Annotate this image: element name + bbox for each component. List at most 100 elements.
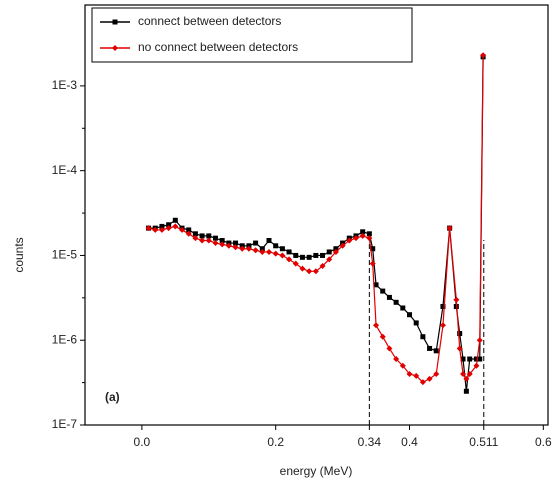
point — [457, 331, 463, 337]
point — [369, 260, 376, 267]
x-tick-label: 0.0 — [134, 435, 151, 449]
point — [427, 345, 433, 351]
point — [400, 305, 406, 311]
point — [379, 333, 386, 340]
point — [252, 247, 259, 254]
point — [206, 233, 212, 239]
point — [205, 237, 212, 244]
point — [273, 243, 279, 249]
x-tick-label: 0.6 — [535, 435, 552, 449]
point — [192, 235, 199, 242]
point — [185, 230, 192, 237]
point — [480, 52, 487, 59]
point — [158, 226, 165, 233]
point — [299, 265, 306, 272]
x-axis-label: energy (MeV) — [280, 464, 353, 478]
point — [433, 370, 440, 377]
point — [306, 268, 313, 275]
point — [279, 252, 286, 259]
point — [366, 231, 372, 237]
point — [232, 244, 239, 251]
point — [286, 256, 293, 263]
x-tick-label: 0.2 — [267, 435, 284, 449]
point — [179, 226, 186, 233]
legend-label: connect between detectors — [138, 14, 281, 28]
point — [467, 356, 473, 362]
point — [370, 246, 376, 252]
point — [406, 370, 413, 377]
point — [439, 322, 446, 329]
point — [456, 345, 463, 352]
point — [286, 249, 292, 255]
point — [332, 248, 339, 255]
point — [346, 237, 353, 244]
point — [380, 288, 386, 294]
point — [460, 356, 466, 362]
point — [386, 294, 392, 300]
point — [320, 252, 326, 258]
y-axis-label: counts — [12, 237, 26, 272]
point — [326, 256, 333, 263]
point — [386, 345, 393, 352]
y-tick-label: 1E-3 — [52, 78, 78, 92]
point — [159, 223, 165, 229]
point — [476, 337, 483, 344]
point — [292, 260, 299, 267]
point — [466, 370, 473, 377]
series-line — [148, 55, 484, 383]
point — [166, 222, 172, 228]
point — [333, 246, 339, 252]
point — [440, 303, 446, 309]
point — [319, 263, 326, 270]
point — [212, 240, 219, 247]
point — [477, 356, 483, 362]
point — [293, 252, 299, 258]
point — [172, 217, 178, 223]
point — [393, 299, 399, 305]
series-line — [148, 56, 484, 392]
point — [152, 226, 159, 233]
point — [360, 229, 366, 235]
point — [225, 242, 232, 249]
point — [313, 252, 319, 258]
point — [419, 379, 426, 386]
point — [463, 375, 470, 382]
point — [473, 362, 480, 369]
point — [359, 232, 366, 239]
x-tick-label: 0.4 — [401, 435, 418, 449]
y-tick-label: 1E-6 — [52, 332, 78, 346]
point — [433, 348, 439, 354]
point — [393, 356, 400, 363]
y-tick-label: 1E-5 — [52, 248, 78, 262]
point — [186, 227, 192, 233]
point — [239, 245, 246, 252]
point — [420, 334, 426, 340]
point — [473, 356, 479, 362]
point — [199, 233, 205, 239]
point — [199, 237, 206, 244]
point — [463, 388, 469, 394]
point — [339, 242, 346, 249]
point — [413, 372, 420, 379]
point — [326, 249, 332, 255]
y-tick-label: 1E-4 — [52, 163, 78, 177]
point — [373, 322, 380, 329]
point — [192, 231, 198, 237]
point — [145, 225, 152, 232]
point — [453, 296, 460, 303]
point — [306, 254, 312, 260]
point — [426, 375, 433, 382]
point — [352, 235, 359, 242]
legend-label: no connect between detectors — [138, 40, 298, 54]
point — [253, 240, 259, 246]
point — [219, 238, 225, 244]
legend-box — [91, 7, 413, 63]
point — [413, 320, 419, 326]
point — [165, 225, 172, 232]
annotation: (a) — [105, 390, 120, 404]
point — [312, 268, 319, 275]
point — [172, 223, 179, 230]
point — [399, 362, 406, 369]
point — [212, 235, 218, 241]
